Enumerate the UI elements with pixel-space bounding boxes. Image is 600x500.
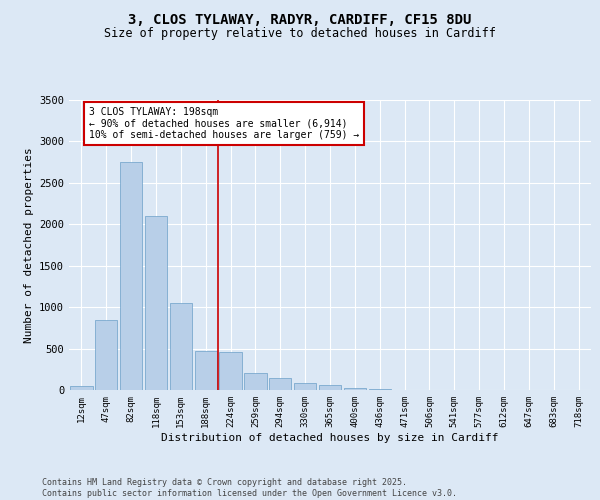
- Text: Size of property relative to detached houses in Cardiff: Size of property relative to detached ho…: [104, 28, 496, 40]
- Bar: [170, 303, 192, 390]
- Bar: [70, 386, 92, 390]
- Bar: [294, 384, 316, 390]
- Bar: [194, 351, 217, 390]
- Bar: [344, 388, 366, 390]
- Bar: [220, 352, 242, 390]
- Bar: [95, 320, 118, 390]
- Bar: [145, 216, 167, 390]
- Text: 3 CLOS TYLAWAY: 198sqm
← 90% of detached houses are smaller (6,914)
10% of semi-: 3 CLOS TYLAWAY: 198sqm ← 90% of detached…: [89, 106, 359, 140]
- Bar: [120, 162, 142, 390]
- Bar: [368, 389, 391, 390]
- Bar: [244, 374, 266, 390]
- X-axis label: Distribution of detached houses by size in Cardiff: Distribution of detached houses by size …: [161, 432, 499, 442]
- Bar: [319, 386, 341, 390]
- Text: 3, CLOS TYLAWAY, RADYR, CARDIFF, CF15 8DU: 3, CLOS TYLAWAY, RADYR, CARDIFF, CF15 8D…: [128, 12, 472, 26]
- Y-axis label: Number of detached properties: Number of detached properties: [23, 147, 34, 343]
- Text: Contains HM Land Registry data © Crown copyright and database right 2025.
Contai: Contains HM Land Registry data © Crown c…: [42, 478, 457, 498]
- Bar: [269, 378, 292, 390]
